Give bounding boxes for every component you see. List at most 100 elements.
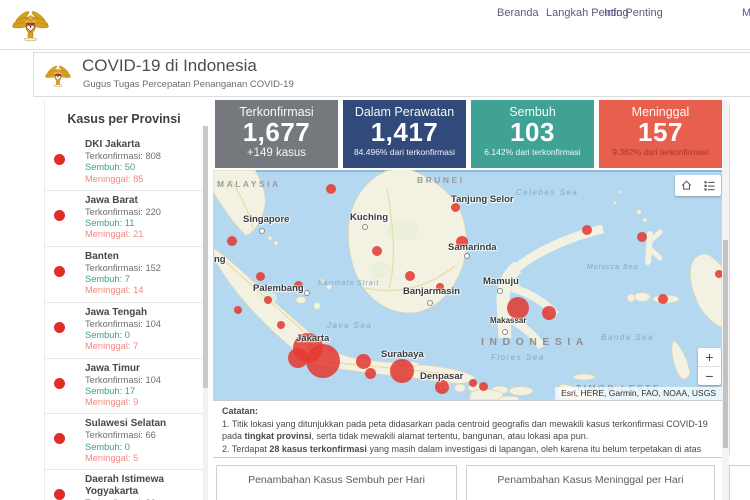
province-sidebar: Kasus per Provinsi DKI Jakarta Terkonfirm… xyxy=(44,100,208,500)
zoom-out-button[interactable]: − xyxy=(698,366,721,385)
stat-card-sembuh: Sembuh 103 6.142% dari terkonfirmasi xyxy=(471,100,594,168)
page-title: COVID-19 di Indonesia xyxy=(82,56,257,75)
main-scrollbar[interactable] xyxy=(722,100,729,500)
province-bullet-icon xyxy=(54,265,65,277)
map-label-java-sea: Java Sea xyxy=(327,321,373,330)
map-label-samarinda: Samarinda xyxy=(448,242,497,253)
panel-title: Penambahan Kasus Meninggal per Hari xyxy=(497,474,684,486)
stat-card-subtext: 6.142% dari terkonfirmasi xyxy=(484,147,581,157)
case-bubble[interactable] xyxy=(715,270,722,278)
case-bubble[interactable] xyxy=(436,283,444,291)
map-label-brunei: BRUNEI xyxy=(417,175,465,185)
case-bubble[interactable] xyxy=(542,306,556,320)
sidebar-scrollbar-thumb[interactable] xyxy=(203,126,208,388)
case-bubble[interactable] xyxy=(234,306,242,314)
stat-card-meninggal: Meninggal 157 9.362% dari terkonfirmasi xyxy=(599,100,722,168)
indonesia-map[interactable]: MALAYSIABRUNEIINDONESIATIMOR-LESTECelebe… xyxy=(213,170,722,400)
stat-card-label: Meninggal xyxy=(631,105,690,119)
stat-card-terkonfirmasi: Terkonfirmasi 1,677 +149 kasus xyxy=(215,100,338,168)
province-confirmed: Terkonfirmasi: 808 xyxy=(85,151,161,161)
case-bubble[interactable] xyxy=(450,202,460,212)
map-label-indonesia: INDONESIA xyxy=(481,336,589,348)
map-label-flores-sea: Flores Sea xyxy=(491,353,545,362)
map-label-palembang: Palembang xyxy=(253,283,304,294)
case-bubble[interactable] xyxy=(277,321,285,329)
case-bubble[interactable] xyxy=(405,271,415,281)
province-item-jawa-barat[interactable]: Jawa Barat Terkonfirmasi: 220 Sembuh: 11 Me… xyxy=(45,189,203,246)
province-recovered: Sembuh: 7 xyxy=(85,274,130,285)
case-bubble[interactable] xyxy=(582,225,592,235)
case-bubble[interactable] xyxy=(293,280,303,290)
map-label-ng: ng xyxy=(214,254,226,265)
garuda-logo-small xyxy=(45,64,71,87)
case-bubble[interactable] xyxy=(227,236,237,246)
map-label-jakarta: Jakarta xyxy=(296,333,330,344)
province-item-daerah-istimewa-yogyakarta[interactable]: Daerah Istimewa YogyakartaTerkonfirmasi:… xyxy=(45,469,203,500)
panel-cutoff xyxy=(729,465,750,500)
map-label-molucca-sea: Molucca Sea xyxy=(587,264,639,271)
city-marker-icon xyxy=(361,223,368,230)
map-legend-button[interactable] xyxy=(698,175,721,196)
case-bubble[interactable] xyxy=(264,296,272,304)
province-item-banten[interactable]: Banten Terkonfirmasi: 152 Sembuh: 7 Meningg… xyxy=(45,245,203,302)
zoom-in-button[interactable]: + xyxy=(705,349,714,365)
case-bubble[interactable] xyxy=(364,367,376,379)
case-bubble[interactable] xyxy=(355,353,371,369)
case-bubble[interactable] xyxy=(658,294,668,304)
stat-card-dalam-perawatan: Dalam Perawatan 1,417 84.496% dari terkonf… xyxy=(343,100,466,168)
case-bubble[interactable] xyxy=(478,381,488,391)
province-recovered: Sembuh: 0 xyxy=(85,441,130,452)
province-name: DKI Jakarta xyxy=(85,139,141,150)
province-confirmed: Terkonfirmasi: 66 xyxy=(85,430,156,441)
city-marker-icon xyxy=(426,299,433,306)
case-bubble[interactable] xyxy=(507,297,529,319)
stat-card-label: Dalam Perawatan xyxy=(354,105,455,119)
province-item-jawa-timur[interactable]: Jawa Timur Terkonfirmasi: 104 Sembuh: 17 Me… xyxy=(45,357,203,414)
note-line-2: 2. Terdapat 28 kasus terkonfirmasi yang … xyxy=(222,443,702,458)
province-confirmed: Terkonfirmasi: 220 xyxy=(85,206,161,217)
province-name: Daerah Istimewa Yogyakarta xyxy=(85,474,164,498)
panel-title: Penambahan Kasus Sembuh per Hari xyxy=(248,474,425,486)
case-bubble[interactable] xyxy=(456,236,468,248)
sidebar-title: Kasus per Provinsi xyxy=(67,112,181,126)
province-confirmed: Terkonfirmasi: 104 xyxy=(85,318,161,329)
province-item-dki-jakarta[interactable]: DKI Jakarta Terkonfirmasi: 808 Sembuh: 50 M… xyxy=(45,135,203,190)
province-confirmed: Terkonfirmasi: 152 xyxy=(85,262,161,273)
province-confirmed: Terkonfirmasi: 104 xyxy=(85,374,161,385)
province-item-sulawesi-selatan[interactable]: Sulawesi Selatan Terkonfirmasi: 66 Sembuh:… xyxy=(45,413,203,469)
case-bubble[interactable] xyxy=(469,379,477,387)
case-bubble[interactable] xyxy=(435,380,449,394)
sidebar-scrollbar[interactable] xyxy=(203,126,208,500)
map-label-tanjung-selor: Tanjung Selor xyxy=(451,194,514,205)
panel-deaths-per-day: Penambahan Kasus Meninggal per Hari xyxy=(466,465,715,500)
main-scrollbar-thumb[interactable] xyxy=(723,240,728,448)
case-bubble[interactable] xyxy=(372,246,382,256)
map-label-banda-sea: Banda Sea xyxy=(601,333,655,342)
province-name: Jawa Timur xyxy=(85,362,140,374)
dashboard-header xyxy=(33,52,750,97)
stat-card-label: Terkonfirmasi xyxy=(239,105,314,119)
province-item-jawa-tengah[interactable]: Jawa Tengah Terkonfirmasi: 104 Sembuh: 0 Me… xyxy=(45,301,203,358)
case-bubble[interactable] xyxy=(288,348,308,368)
city-marker-icon xyxy=(258,227,265,234)
nav-link-langkah-penting[interactable]: Langkah Penting xyxy=(546,7,629,19)
map-label-singapore: Singapore xyxy=(243,214,290,225)
map-zoom-control: + − xyxy=(698,348,721,385)
map-label-surabaya: Surabaya xyxy=(381,349,424,360)
nav-link-beranda[interactable]: Beranda xyxy=(497,7,539,19)
case-bubble[interactable] xyxy=(306,344,340,378)
case-bubble[interactable] xyxy=(255,271,265,281)
city-marker-icon xyxy=(501,328,508,335)
stat-cards: Terkonfirmasi 1,677 +149 kasus Dalam Perawa… xyxy=(215,100,722,168)
case-bubble[interactable] xyxy=(637,232,647,242)
stat-card-value: 103 xyxy=(510,117,555,147)
province-bullet-icon xyxy=(54,154,65,165)
province-bullet-icon xyxy=(54,489,65,500)
case-bubble[interactable] xyxy=(390,359,414,383)
panel-recovered-per-day: Penambahan Kasus Sembuh per Hari xyxy=(216,465,457,500)
map-home-button[interactable] xyxy=(675,175,698,196)
nav-link-m[interactable]: M xyxy=(742,7,750,19)
province-bullet-icon xyxy=(54,377,65,389)
case-bubble[interactable] xyxy=(326,184,336,194)
nav-link-info-penting[interactable]: Info Penting xyxy=(604,7,663,19)
